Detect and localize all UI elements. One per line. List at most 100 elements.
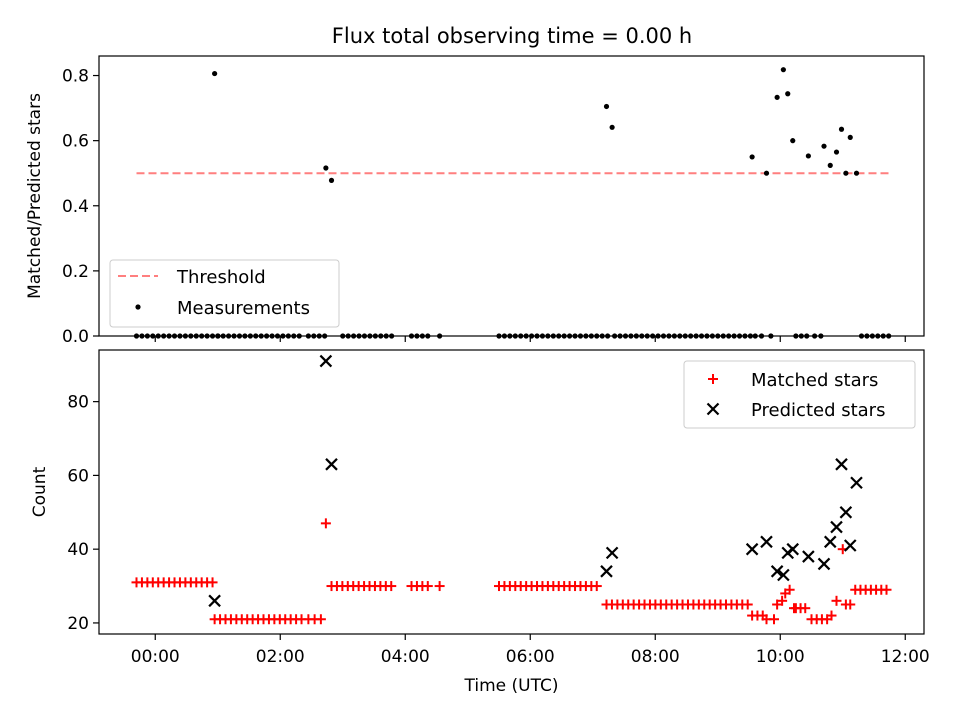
measurement-point bbox=[323, 165, 329, 171]
measurement-point bbox=[838, 126, 845, 132]
x-b bbox=[835, 458, 848, 471]
measurement-point bbox=[843, 170, 849, 176]
matched-star-point bbox=[831, 595, 842, 606]
legend-threshold-label: Threshold bbox=[176, 267, 266, 288]
matched-star-point bbox=[784, 584, 795, 595]
predicted-star-point bbox=[843, 539, 857, 552]
x-b bbox=[319, 354, 333, 368]
predicted-star-point bbox=[605, 546, 619, 560]
predicted-star-point bbox=[817, 557, 831, 571]
top-y-tick-label: 0.8 bbox=[62, 67, 89, 87]
top-y-axis-label: Matched/Predicted stars bbox=[25, 93, 45, 299]
top-y-tick-label: 0.4 bbox=[62, 197, 89, 217]
x-b bbox=[208, 594, 221, 608]
x-axis-label: Time (UTC) bbox=[464, 676, 559, 696]
x-b bbox=[843, 539, 857, 552]
measurement-point bbox=[853, 170, 860, 176]
bottom-y-tick-label: 40 bbox=[67, 540, 89, 560]
bottom-legend: Matched stars Predicted stars bbox=[683, 360, 916, 429]
predicted-star-point bbox=[319, 354, 333, 368]
bottom-axes-frame bbox=[98, 349, 925, 635]
predicted-star-point bbox=[802, 550, 815, 563]
matched-star-point bbox=[742, 599, 753, 610]
matched-star-point bbox=[800, 603, 811, 614]
matched-star-point bbox=[434, 581, 445, 592]
measurement-point bbox=[847, 134, 853, 140]
bottom-panel: 20 40 60 80 00:00 02:00 04:00 06:00 08:00 10:00 12… bbox=[30, 349, 930, 696]
x-b bbox=[839, 506, 853, 519]
x-b bbox=[600, 565, 613, 578]
legend-measurements-label: Measurements bbox=[177, 298, 310, 319]
x-b bbox=[325, 458, 338, 471]
measurement-point bbox=[785, 91, 791, 97]
legend-predicted-label: Predicted stars bbox=[751, 400, 885, 421]
bottom-x-tick-label: 00:00 bbox=[131, 647, 180, 667]
matched-star-point bbox=[845, 599, 856, 610]
predicted-star-point bbox=[745, 542, 759, 556]
matched-star-point bbox=[207, 577, 218, 588]
bottom-x-tick-label: 04:00 bbox=[381, 647, 430, 667]
top-legend-box bbox=[109, 259, 340, 328]
measurement-point bbox=[780, 67, 786, 73]
x-b bbox=[830, 520, 843, 534]
matched-star-point bbox=[769, 614, 779, 625]
chart-title: Flux total observing time = 0.00 h bbox=[332, 24, 692, 48]
top-y-tick-label: 0.0 bbox=[62, 327, 89, 347]
x-b bbox=[823, 535, 837, 549]
predicted-star-point bbox=[760, 535, 773, 549]
measurement-point bbox=[328, 177, 335, 183]
x-b bbox=[817, 557, 831, 571]
legend-matched-label: Matched stars bbox=[751, 370, 878, 391]
predicted-star-point bbox=[600, 565, 613, 578]
top-y-tick-label: 0.6 bbox=[62, 132, 89, 152]
measurement-point bbox=[603, 103, 610, 110]
predicted-star-point bbox=[208, 594, 221, 608]
matched-star-point bbox=[315, 614, 326, 625]
measurement-point bbox=[749, 154, 755, 160]
x-b bbox=[745, 542, 759, 556]
predicted-star-point bbox=[839, 506, 853, 519]
x-b bbox=[706, 402, 720, 416]
top-axes-frame bbox=[98, 55, 925, 337]
matched-star-point bbox=[822, 614, 833, 625]
bottom-x-tick-label: 02:00 bbox=[256, 647, 305, 667]
legend-matched-swatch bbox=[708, 374, 718, 384]
measurement-point bbox=[763, 170, 770, 176]
measurement-point bbox=[790, 138, 796, 144]
measurement-point bbox=[774, 94, 780, 100]
matched-star-point bbox=[386, 581, 397, 592]
legend-measurements-swatch bbox=[135, 304, 141, 310]
x-b bbox=[786, 542, 800, 556]
x-b bbox=[777, 568, 790, 582]
x-b bbox=[850, 476, 863, 490]
measurement-point bbox=[827, 162, 833, 168]
predicted-star-point bbox=[777, 568, 790, 582]
predicted-star-point bbox=[835, 458, 848, 471]
bottom-y-tick-label: 20 bbox=[67, 614, 89, 634]
x-b bbox=[802, 550, 815, 563]
matched-star-point bbox=[591, 581, 602, 592]
x-b bbox=[760, 535, 773, 549]
predicted-star-point bbox=[850, 476, 863, 490]
measurement-point bbox=[805, 153, 811, 159]
measurement-point bbox=[609, 124, 615, 130]
measurement-point bbox=[833, 149, 840, 155]
predicted-star-point bbox=[830, 520, 843, 534]
x-b bbox=[770, 565, 784, 578]
top-y-tick-label: 0.2 bbox=[62, 262, 89, 282]
predicted-star-point bbox=[325, 458, 338, 471]
measurement-point bbox=[821, 143, 827, 149]
predicted-star-point bbox=[770, 565, 784, 578]
top-legend: Threshold Measurements bbox=[109, 259, 340, 328]
predicted-star-point bbox=[786, 542, 800, 556]
bottom-x-tick-label: 12:00 bbox=[881, 647, 930, 667]
matched-star-point bbox=[777, 595, 788, 606]
matched-star-point bbox=[320, 518, 331, 529]
bottom-legend-box bbox=[683, 360, 916, 429]
bottom-y-axis-label: Count bbox=[30, 466, 50, 517]
x-b bbox=[605, 546, 619, 560]
top-panel: 0.0 0.2 0.4 0.6 0.8 Matched/Predicted stars Th… bbox=[25, 55, 925, 347]
measurement-point bbox=[212, 70, 218, 77]
bottom-x-tick-label: 08:00 bbox=[631, 647, 680, 667]
matched-star-point bbox=[422, 581, 433, 592]
